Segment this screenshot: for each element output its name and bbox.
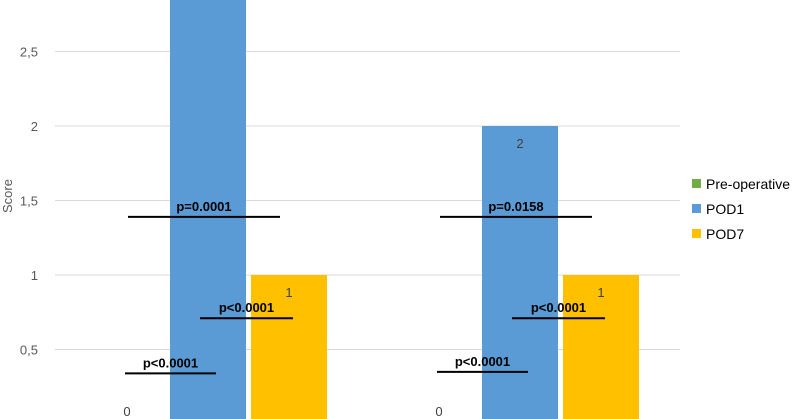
y-axis-label: Score bbox=[0, 179, 15, 213]
legend-swatch bbox=[692, 179, 701, 188]
bars bbox=[170, 0, 639, 419]
legend: Pre-operative POD1 POD7 bbox=[692, 176, 790, 242]
y-tick-label: 2 bbox=[31, 119, 38, 134]
p-value-label: p=0.0158 bbox=[488, 199, 543, 214]
bar-pod7 bbox=[563, 275, 639, 419]
data-label: 2 bbox=[516, 136, 523, 151]
bar-pod7 bbox=[251, 275, 327, 419]
data-label: 0 bbox=[435, 404, 442, 419]
y-tick-label: 2,5 bbox=[20, 45, 38, 60]
p-value-label: p=0.0001 bbox=[176, 199, 231, 214]
legend-swatch bbox=[692, 229, 701, 238]
p-value-label: p<0.0001 bbox=[219, 300, 274, 315]
y-tick-label: 0,5 bbox=[20, 343, 38, 358]
y-tick-label: 0 bbox=[31, 417, 38, 419]
data-label: 0 bbox=[123, 404, 130, 419]
legend-label: POD7 bbox=[706, 226, 744, 242]
bar-pod1 bbox=[170, 0, 246, 419]
p-value-label: p<0.0001 bbox=[455, 354, 510, 369]
legend-swatch bbox=[692, 204, 701, 213]
legend-label: Pre-operative bbox=[706, 176, 790, 192]
data-labels: 0 0 2 1 1 bbox=[123, 136, 604, 419]
y-tick-label: 1,5 bbox=[20, 194, 38, 209]
legend-label: POD1 bbox=[706, 201, 744, 217]
data-label: 1 bbox=[285, 285, 292, 300]
p-value-label: p<0.0001 bbox=[143, 355, 198, 370]
bar-pod1 bbox=[482, 126, 558, 419]
data-label: 1 bbox=[597, 285, 604, 300]
y-axis-ticks: 0 0,5 1 1,5 2 2,5 bbox=[20, 45, 38, 419]
p-value-label: p<0.0001 bbox=[531, 300, 586, 315]
significance-annotations: p=0.0001 p<0.0001 p<0.0001 p=0.0158 p<0.0001… bbox=[125, 199, 605, 375]
y-tick-label: 1 bbox=[31, 268, 38, 283]
